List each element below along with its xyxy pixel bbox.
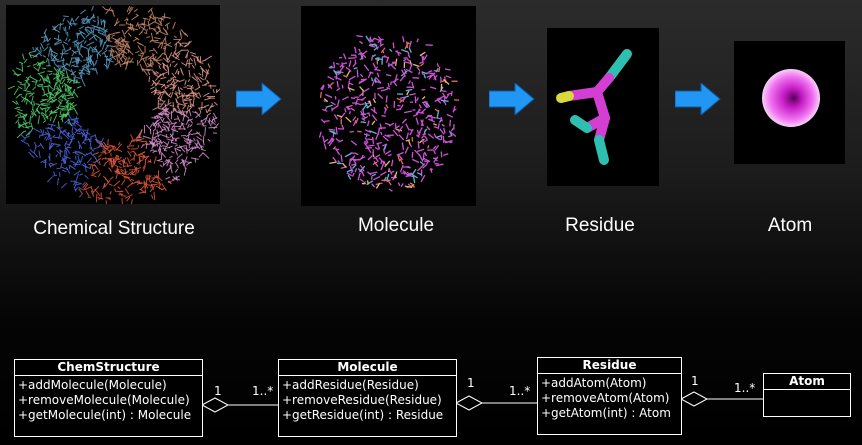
uml-method: +addResidue(Residue) <box>282 378 419 392</box>
right-arrow-icon <box>675 83 721 115</box>
right-arrow-icon <box>489 83 535 115</box>
uml-connectors <box>200 391 763 413</box>
multiplicity-label: 1 <box>691 374 699 388</box>
uml-method: +getAtom(int) : Atom <box>541 406 671 420</box>
uml-class-name: Atom <box>764 374 850 390</box>
aggregation-diamond-icon <box>679 391 709 407</box>
stage-caption-chemical-structure: Chemical Structure <box>33 218 195 239</box>
uml-class-chemstructure: ChemStructure +addMolecule(Molecule) +re… <box>14 359 203 437</box>
uml-class-name: ChemStructure <box>15 360 202 376</box>
uml-method: +addMolecule(Molecule) <box>18 378 167 392</box>
stage-caption-atom: Atom <box>767 215 813 236</box>
atom-image <box>734 41 845 164</box>
chemical-structure-image <box>6 5 220 204</box>
multiplicity-label: 1..* <box>509 384 531 398</box>
residue-image <box>547 28 659 186</box>
stage-caption-residue: Residue <box>565 215 635 236</box>
uml-method: +getMolecule(int) : Molecule <box>18 408 192 422</box>
uml-class-name: Residue <box>538 358 681 374</box>
uml-method: +addAtom(Atom) <box>541 376 647 390</box>
uml-class-atom: Atom <box>763 373 851 417</box>
uml-method: +getResidue(int) : Residue <box>282 408 444 422</box>
aggregation-diamond-icon <box>454 395 484 411</box>
multiplicity-label: 1 <box>214 384 222 398</box>
aggregation-diamond-icon <box>200 397 230 413</box>
uml-class-name: Molecule <box>279 360 456 376</box>
uml-method: +removeResidue(Residue) <box>282 393 442 407</box>
multiplicity-label: 1..* <box>734 381 756 395</box>
uml-method: +removeAtom(Atom) <box>541 391 670 405</box>
uml-class-molecule: Molecule +addResidue(Residue) +removeRes… <box>278 359 457 437</box>
molecule-image <box>301 6 476 206</box>
right-arrow-icon <box>236 83 282 115</box>
multiplicity-label: 1..* <box>252 384 274 398</box>
chemical-structure-render <box>7 5 220 204</box>
multiplicity-label: 1 <box>467 376 475 390</box>
molecule-render <box>318 35 460 192</box>
atom-sphere <box>762 69 820 127</box>
uml-method: +removeMolecule(Molecule) <box>18 393 190 407</box>
uml-class-residue: Residue +addAtom(Atom) +removeAtom(Atom)… <box>537 357 682 435</box>
residue-render <box>556 49 632 165</box>
stage-caption-molecule: Molecule <box>357 215 435 236</box>
